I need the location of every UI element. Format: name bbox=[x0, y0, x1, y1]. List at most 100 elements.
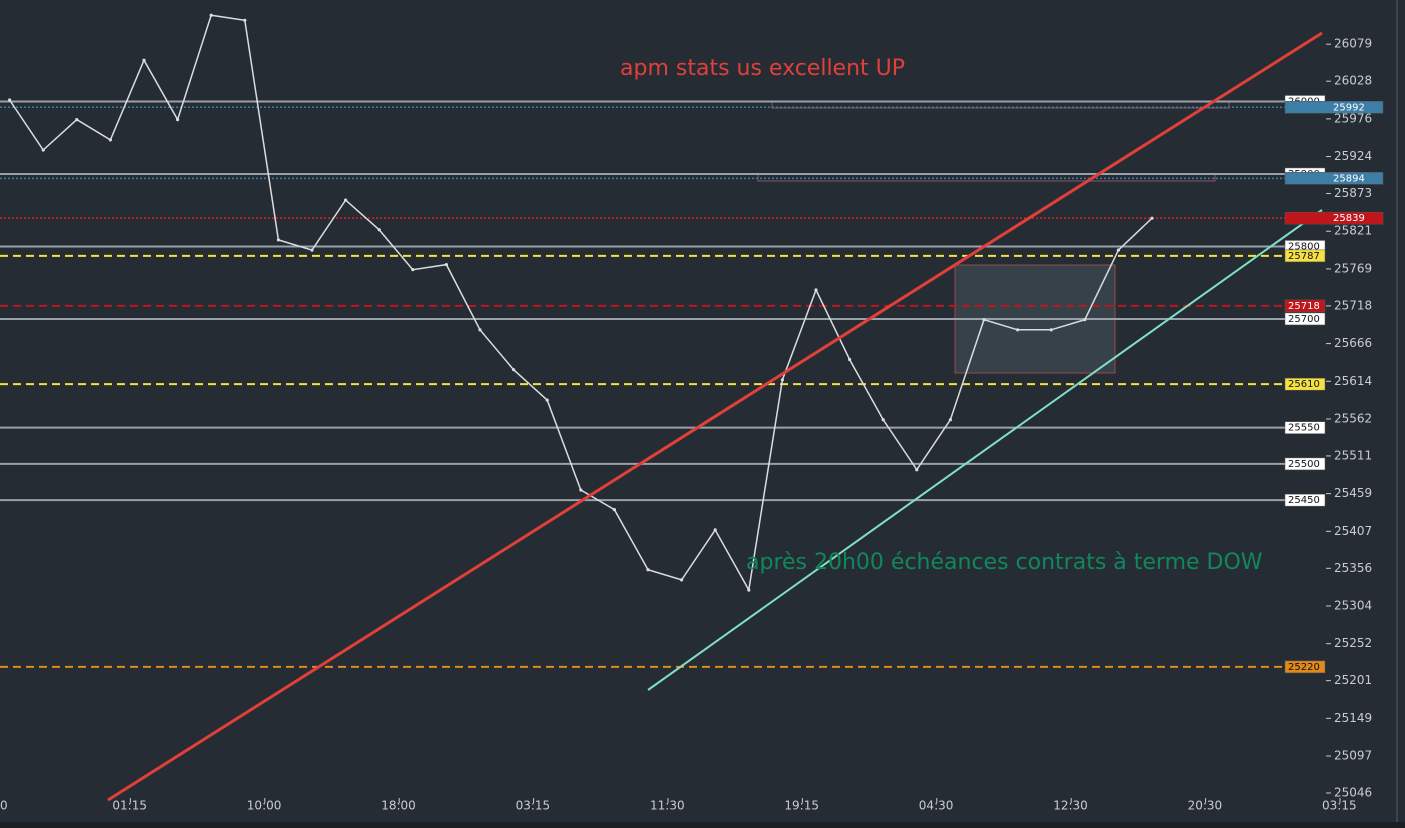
price-tag-label: 25800 bbox=[1288, 241, 1320, 252]
price-tag-label: 25550 bbox=[1288, 423, 1320, 434]
price-point bbox=[780, 378, 785, 382]
price-point bbox=[75, 118, 79, 122]
price-tag-label: 25894 bbox=[1333, 173, 1365, 184]
x-tick-label: 19:15 bbox=[784, 799, 819, 813]
price-point bbox=[747, 588, 751, 592]
price-point bbox=[444, 262, 448, 267]
y-tick-label: 25097 bbox=[1334, 749, 1372, 763]
y-tick-label: 25407 bbox=[1334, 524, 1372, 538]
y-tick-label: 25252 bbox=[1334, 636, 1372, 650]
price-point bbox=[142, 58, 146, 62]
y-tick-label: 25201 bbox=[1334, 673, 1372, 687]
price-point bbox=[881, 418, 885, 422]
x-tick-label: 03:15 bbox=[516, 799, 551, 813]
price-point bbox=[1150, 216, 1154, 220]
price-point bbox=[276, 238, 280, 242]
price-point bbox=[814, 288, 818, 292]
price-tag-label: 25220 bbox=[1288, 662, 1320, 673]
x-tick-label: 18:00 bbox=[381, 799, 416, 813]
price-point bbox=[579, 488, 583, 492]
y-tick-label: 25718 bbox=[1334, 298, 1372, 312]
price-point bbox=[411, 268, 415, 272]
price-tag-label: 25500 bbox=[1288, 459, 1320, 470]
price-point bbox=[915, 468, 919, 472]
price-point bbox=[478, 328, 482, 332]
y-tick-label: 25046 bbox=[1334, 786, 1372, 800]
levels bbox=[0, 100, 1325, 668]
x-tick-label: 11:30 bbox=[650, 799, 685, 813]
y-tick-label: 25769 bbox=[1334, 261, 1372, 275]
price-tag bbox=[1284, 312, 1326, 326]
trend-line bbox=[107, 31, 1323, 802]
y-tick-label: 25924 bbox=[1334, 149, 1372, 163]
x-tick-label: 04:30 bbox=[919, 799, 954, 813]
price-tag bbox=[1284, 299, 1326, 313]
price-tag-label: 25992 bbox=[1333, 102, 1365, 113]
x-tick-label: 10:00 bbox=[247, 799, 282, 813]
x-tick-label: 03:15 bbox=[1322, 799, 1357, 813]
annotation: après 20h00 échéances contrats à terme D… bbox=[746, 550, 1263, 575]
price-point bbox=[209, 13, 213, 17]
plot bbox=[8, 13, 1154, 593]
price-tag bbox=[1284, 660, 1326, 674]
price-point bbox=[848, 357, 852, 362]
price-point bbox=[680, 578, 684, 582]
y-tick-label: 25666 bbox=[1334, 336, 1372, 350]
price-tag bbox=[1284, 172, 1384, 185]
y-tick-label: 25356 bbox=[1334, 561, 1372, 575]
x-tick-label: 12:30 bbox=[1053, 799, 1088, 813]
price-point bbox=[545, 398, 549, 402]
price-point bbox=[243, 18, 247, 22]
price-point bbox=[377, 228, 381, 232]
price-point bbox=[344, 198, 348, 202]
price-tag bbox=[1284, 457, 1326, 471]
y-tick-label: 25873 bbox=[1334, 186, 1372, 200]
tags: 2600025992259002589425839258002578725718… bbox=[1284, 95, 1384, 674]
price-point bbox=[948, 418, 953, 422]
price-point bbox=[310, 248, 314, 252]
y-tick-label: 25821 bbox=[1334, 224, 1372, 238]
x-tick-label: 01:15 bbox=[112, 799, 147, 813]
price-point bbox=[1049, 328, 1053, 332]
price-tag bbox=[1284, 101, 1384, 114]
y-tick-label: 25511 bbox=[1334, 448, 1372, 462]
price-point bbox=[1116, 248, 1120, 252]
y-tick-label: 26079 bbox=[1334, 37, 1372, 51]
price-tag-label: 25450 bbox=[1288, 495, 1320, 506]
price-point bbox=[41, 148, 45, 152]
y-tick-label: 25304 bbox=[1334, 598, 1372, 612]
price-point bbox=[713, 528, 717, 532]
price-point bbox=[982, 318, 986, 322]
trend-line bbox=[647, 209, 1323, 691]
price-tag bbox=[1284, 211, 1384, 225]
annotation: apm stats us excellent UP bbox=[620, 56, 905, 81]
price-point bbox=[646, 568, 650, 572]
y-tick-label: 25562 bbox=[1334, 411, 1372, 425]
price-tag bbox=[1284, 377, 1326, 391]
y-tick-label: 25976 bbox=[1334, 111, 1372, 125]
price-tag bbox=[1284, 421, 1326, 434]
price-point bbox=[176, 118, 180, 122]
price-tag-label: 25839 bbox=[1333, 213, 1365, 224]
price-tag-label: 25700 bbox=[1288, 314, 1320, 325]
x-tick-label: 0 bbox=[0, 799, 8, 813]
price-point bbox=[511, 368, 516, 372]
y-tick-label: 26028 bbox=[1334, 74, 1372, 88]
price-tag-label: 25787 bbox=[1288, 251, 1320, 262]
price-point bbox=[108, 138, 112, 142]
bottom-strip bbox=[0, 822, 1405, 828]
price-point bbox=[1016, 328, 1020, 332]
price-point bbox=[612, 507, 617, 512]
price-tag bbox=[1284, 493, 1326, 507]
price-point bbox=[8, 98, 12, 102]
price-tag bbox=[1284, 249, 1326, 263]
axes: 26079 26028 25976 25924 25873 25821 25769 25718… bbox=[0, 37, 1372, 813]
price-tag-label: 25718 bbox=[1288, 301, 1320, 312]
y-tick-label: 25459 bbox=[1334, 486, 1372, 500]
price-tag-label: 25610 bbox=[1288, 379, 1320, 390]
x-tick-label: 20:30 bbox=[1188, 799, 1223, 813]
price-point bbox=[1083, 318, 1087, 322]
